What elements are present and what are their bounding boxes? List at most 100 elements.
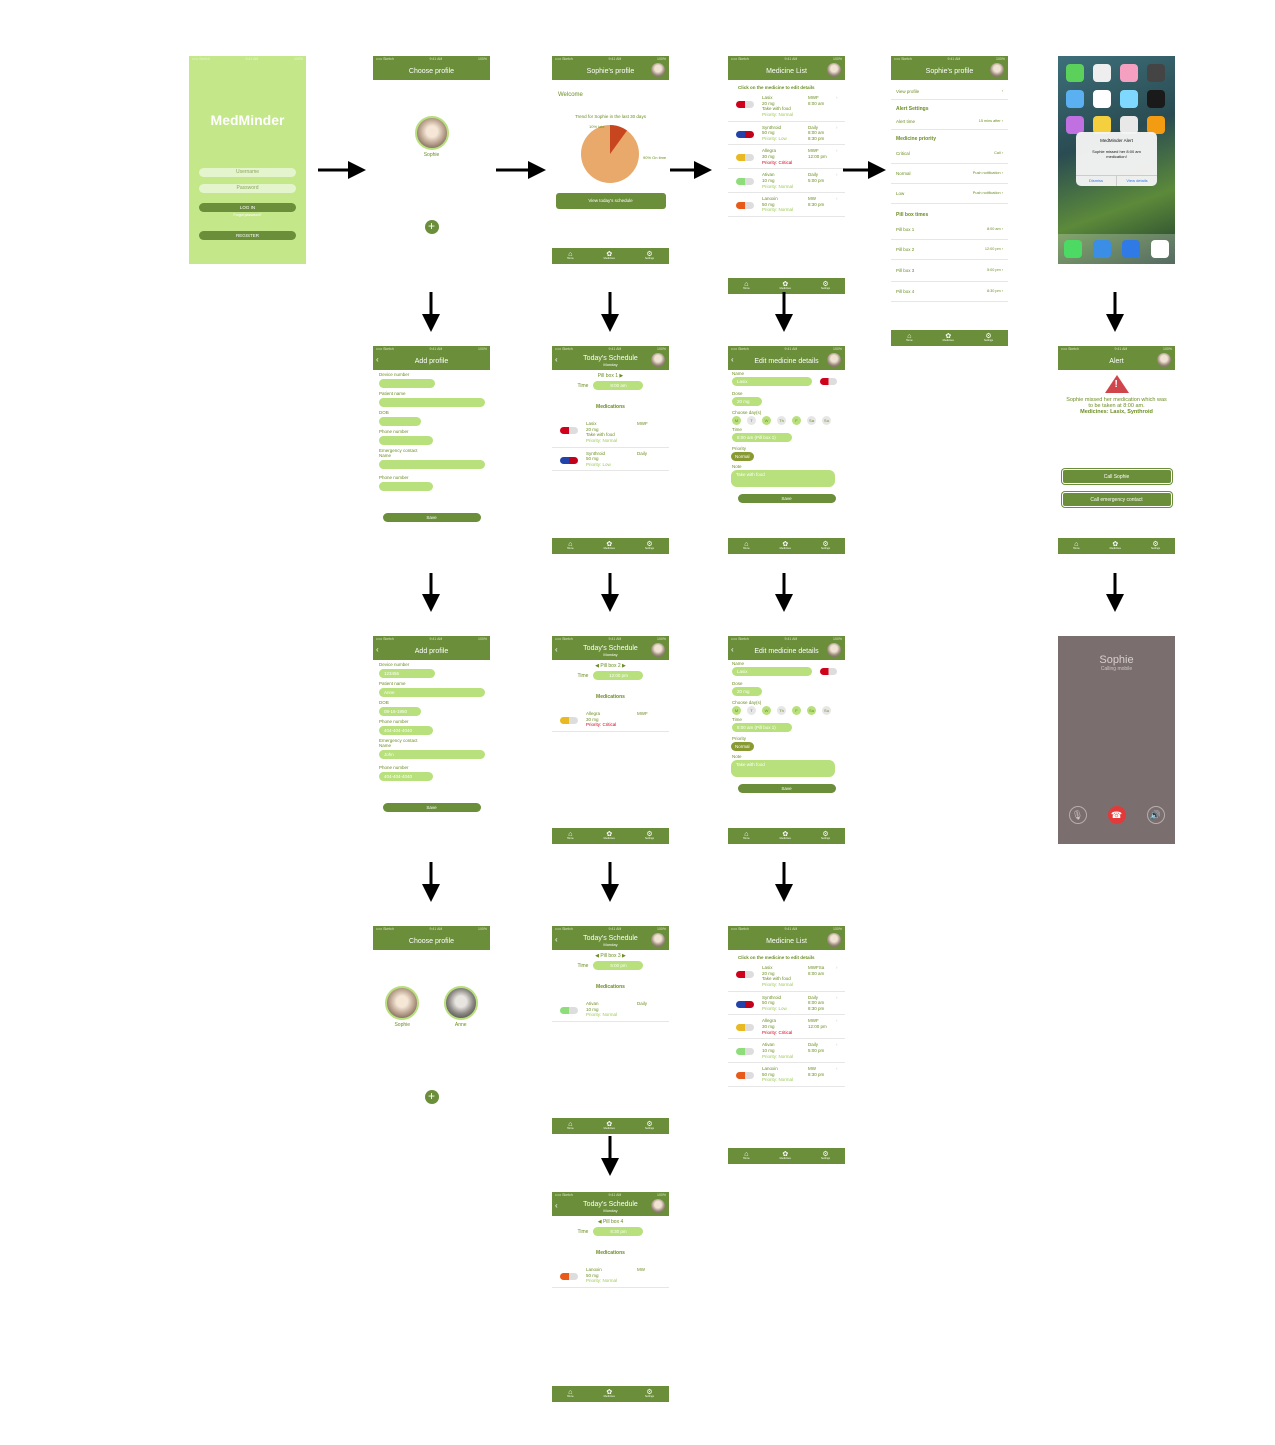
call-patient-button[interactable]: Call Sophie — [1061, 469, 1172, 484]
emergency-phone-input[interactable]: 404-404-4040 — [379, 772, 433, 781]
add-profile-icon[interactable]: + — [424, 1090, 439, 1104]
tab-settings[interactable]: ⚙ Settings — [644, 251, 654, 261]
device-number-input[interactable]: 123456 — [379, 669, 435, 678]
tab-medicines[interactable]: ✿ Medicines — [603, 1389, 615, 1399]
app-icon[interactable] — [1147, 64, 1165, 82]
prev-arrow-icon[interactable]: ◀ — [595, 663, 599, 669]
medicine-row[interactable]: Lanoxin 50 mg Priority: Normal MW 8:30 pm › — [728, 1063, 845, 1087]
add-profile-icon[interactable]: + — [424, 220, 439, 234]
app-icon[interactable] — [1066, 116, 1084, 134]
day-toggle[interactable]: T — [747, 706, 756, 715]
phone-input[interactable] — [379, 436, 433, 445]
dose-input[interactable]: 20 mg — [732, 397, 762, 406]
safari-icon[interactable] — [1092, 240, 1111, 258]
tab-medicines[interactable]: ✿ Medicines — [942, 333, 954, 343]
tab-home[interactable]: ⌂ Home — [743, 541, 750, 551]
view-schedule-button[interactable]: View today's schedule — [555, 193, 666, 209]
forgot-password-link[interactable]: Forgot password? — [233, 213, 262, 217]
day-toggle[interactable]: F — [792, 416, 801, 425]
back-icon[interactable]: ‹ — [731, 645, 734, 654]
tab-settings[interactable]: ⚙ Settings — [820, 541, 830, 551]
medicine-row[interactable]: Allegra 30 mg Priority: Critical MWF — [552, 708, 669, 732]
next-arrow-icon[interactable]: ▶ — [619, 373, 624, 379]
tab-home[interactable]: ⌂ Home — [743, 831, 750, 841]
tab-medicines[interactable]: ✿ Medicines — [779, 541, 791, 551]
app-icon[interactable] — [1093, 116, 1111, 134]
mute-icon[interactable]: 🎙 — [1068, 806, 1087, 824]
back-icon[interactable]: ‹ — [376, 645, 379, 654]
end-call-icon[interactable]: ☎ — [1107, 806, 1126, 824]
note-input[interactable]: Take with food — [731, 760, 835, 777]
dose-input[interactable]: 20 mg — [732, 687, 762, 696]
medicine-row[interactable]: Synthroid 50 mg Priority: Low Daily — [552, 448, 669, 472]
back-icon[interactable]: ‹ — [376, 355, 379, 364]
tab-medicines[interactable]: ✿ Medicines — [779, 281, 791, 291]
low-row[interactable]: Low Push notification › — [891, 184, 1008, 204]
username-input[interactable]: Username — [199, 168, 296, 177]
emergency-name-input[interactable]: John — [379, 750, 485, 759]
day-toggle[interactable]: F — [792, 706, 801, 715]
medicine-row[interactable]: Synthroid 50 mg Priority: Low Daily 8:00 am… — [728, 992, 845, 1016]
app-icon[interactable] — [1120, 116, 1138, 134]
tab-home[interactable]: ⌂ Home — [567, 541, 574, 551]
patient-name-input[interactable]: Anne — [379, 688, 485, 697]
device-number-input[interactable] — [379, 379, 435, 388]
pill-box-row[interactable]: Pill box 3 5:00 pm › — [891, 260, 1008, 282]
prev-arrow-icon[interactable]: ◀ — [597, 1219, 602, 1225]
medicine-row[interactable]: Ativan 10 mg Priority: Normal Daily — [552, 998, 669, 1022]
tab-settings[interactable]: ⚙ Settings — [644, 541, 654, 551]
app-icon[interactable] — [1147, 90, 1165, 108]
back-icon[interactable]: ‹ — [555, 1201, 558, 1210]
tab-home[interactable]: ⌂ Home — [906, 333, 913, 343]
avatar[interactable] — [651, 353, 665, 367]
alert-time-row[interactable]: Alert time 15 mins after › — [891, 114, 1008, 130]
day-toggle[interactable]: Th — [777, 706, 786, 715]
tab-medicines[interactable]: ✿ Medicines — [603, 541, 615, 551]
medicine-row[interactable]: Ativan 10 mg Priority: Normal Daily 5:00 pm… — [728, 169, 845, 194]
avatar[interactable] — [990, 63, 1004, 77]
profile-sophie[interactable]: Sophie — [373, 116, 490, 158]
app-icon[interactable] — [1120, 64, 1138, 82]
tab-settings[interactable]: ⚙ Settings — [820, 831, 830, 841]
avatar[interactable] — [1157, 353, 1171, 367]
critical-row[interactable]: Critical Call › — [891, 144, 1008, 164]
next-arrow-icon[interactable]: ▶ — [622, 953, 626, 959]
day-toggle[interactable]: Su — [822, 706, 831, 715]
avatar[interactable] — [827, 353, 841, 367]
medicine-row[interactable]: Lasix 20 mg Take with food Priority: Normal… — [552, 418, 669, 448]
app-icon[interactable] — [1093, 90, 1111, 108]
day-toggle[interactable]: M — [732, 706, 741, 715]
avatar[interactable] — [651, 643, 665, 657]
tab-medicines[interactable]: ✿ Medicines — [1109, 541, 1121, 551]
note-input[interactable]: Take with food — [731, 470, 835, 487]
profile-anne[interactable]: Anne — [443, 986, 478, 1028]
pill-box-row[interactable]: Pill box 1 8:00 am › — [891, 220, 1008, 240]
mail-icon[interactable] — [1122, 240, 1141, 258]
back-icon[interactable]: ‹ — [555, 935, 558, 944]
back-icon[interactable]: ‹ — [555, 355, 558, 364]
patient-name-input[interactable] — [379, 398, 485, 407]
prev-arrow-icon[interactable]: ◀ — [595, 953, 599, 959]
save-button[interactable]: Save — [382, 803, 481, 812]
avatar[interactable] — [651, 63, 665, 77]
tab-home[interactable]: ⌂ Home — [1073, 541, 1080, 551]
day-toggle[interactable]: T — [747, 416, 756, 425]
tab-medicines[interactable]: ✿ Medicines — [603, 1121, 615, 1131]
medicine-row[interactable]: Allegra 30 mg Priority: Critical MWF 12:00 … — [728, 1015, 845, 1040]
tab-settings[interactable]: ⚙ Settings — [644, 1121, 654, 1131]
name-input[interactable]: Lasix — [732, 667, 812, 676]
profile-sophie[interactable]: Sophie — [385, 986, 420, 1028]
time-input[interactable]: 8:00 am (Pill box 1) — [732, 433, 792, 442]
medicine-row[interactable]: Lasix 20 mg Take with food Priority: Normal… — [728, 962, 845, 992]
medicine-row[interactable]: Lanoxin 50 mg Priority: Normal MW — [552, 1264, 669, 1288]
tab-medicines[interactable]: ✿ Medicines — [779, 1151, 791, 1161]
tab-settings[interactable]: ⚙ Settings — [820, 281, 830, 291]
speaker-icon[interactable]: 🔊 — [1146, 806, 1165, 824]
tab-home[interactable]: ⌂ Home — [567, 1121, 574, 1131]
avatar[interactable] — [827, 643, 841, 657]
phone-input[interactable]: 404-404-4040 — [379, 726, 433, 735]
next-arrow-icon[interactable]: ▶ — [622, 663, 626, 669]
tab-home[interactable]: ⌂ Home — [567, 251, 574, 261]
tab-settings[interactable]: ⚙ Settings — [644, 1389, 654, 1399]
pill-box-row[interactable]: Pill box 2 12:00 pm › — [891, 240, 1008, 260]
